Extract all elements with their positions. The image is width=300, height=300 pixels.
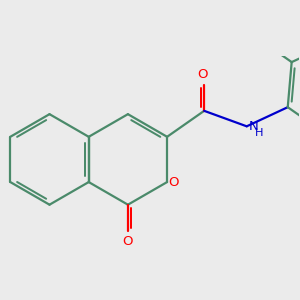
- Text: H: H: [255, 128, 263, 138]
- Text: O: O: [168, 176, 179, 189]
- Text: N: N: [249, 120, 259, 133]
- Text: O: O: [123, 235, 133, 248]
- Text: O: O: [197, 68, 208, 81]
